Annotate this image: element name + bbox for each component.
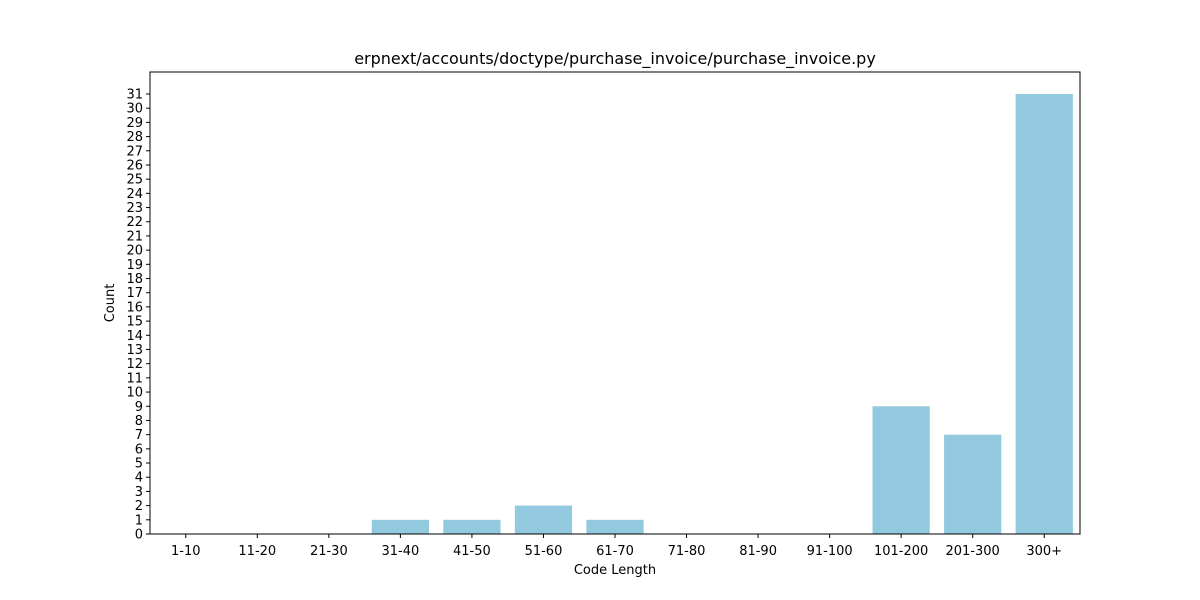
y-tick-label: 8 <box>135 414 143 429</box>
y-tick-label: 28 <box>126 130 143 145</box>
y-tick-label: 10 <box>126 386 143 401</box>
x-tick-label: 61-70 <box>596 544 634 559</box>
y-tick-label: 22 <box>126 215 143 230</box>
y-tick-label: 27 <box>126 144 143 159</box>
y-tick-label: 6 <box>135 442 143 457</box>
bar-61-70 <box>586 519 644 534</box>
y-tick-label: 12 <box>126 357 143 372</box>
x-tick-label: 300+ <box>1026 544 1062 559</box>
y-tick-label: 4 <box>135 471 143 486</box>
bar-101-200 <box>872 406 930 534</box>
y-tick-label: 1 <box>135 513 143 528</box>
y-tick-label: 21 <box>126 229 143 244</box>
y-tick-label: 13 <box>126 343 143 358</box>
y-tick-label: 30 <box>126 102 143 117</box>
y-tick-label: 18 <box>126 272 143 287</box>
y-tick-label: 2 <box>135 499 143 514</box>
x-tick-label: 51-60 <box>525 544 563 559</box>
x-axis: 1-10 11-20 21-30 31-40 41-50 51-60 61-70 71-80 8… <box>171 534 1062 559</box>
y-tick-label: 31 <box>126 88 143 103</box>
x-tick-label: 101-200 <box>874 544 928 559</box>
x-tick-label: 91-100 <box>807 544 853 559</box>
x-tick-label: 201-300 <box>946 544 1000 559</box>
x-tick-label: 81-90 <box>739 544 777 559</box>
x-tick-label: 41-50 <box>453 544 491 559</box>
y-tick-label: 25 <box>126 173 143 188</box>
y-tick-label: 14 <box>126 329 143 344</box>
y-tick-label: 26 <box>126 158 143 173</box>
y-tick-label: 19 <box>126 258 143 273</box>
y-tick-label: 5 <box>135 457 143 472</box>
y-tick-label: 0 <box>135 528 143 543</box>
y-tick-label: 23 <box>126 201 143 216</box>
x-tick-label: 71-80 <box>668 544 706 559</box>
y-tick-label: 24 <box>126 187 143 202</box>
y-tick-label: 16 <box>126 300 143 315</box>
y-tick-label: 7 <box>135 428 143 443</box>
y-tick-label: 9 <box>135 400 143 415</box>
y-axis-title: Count <box>103 284 118 323</box>
bar-51-60 <box>514 505 573 534</box>
bar-41-50 <box>443 519 501 534</box>
y-tick-label: 3 <box>135 485 143 500</box>
plot-frame <box>149 71 1081 535</box>
bar-201-300 <box>944 434 1002 534</box>
x-tick-label: 31-40 <box>381 544 419 559</box>
bar-300+ <box>1015 94 1073 534</box>
chart-title: erpnext/accounts/doctype/purchase_invoic… <box>354 49 876 69</box>
y-tick-label: 11 <box>126 371 143 386</box>
x-axis-title: Code Length <box>574 563 656 578</box>
bars-layer <box>371 94 1073 534</box>
x-tick-label: 1-10 <box>171 544 201 559</box>
y-tick-label: 15 <box>126 315 143 330</box>
x-tick-label: 11-20 <box>238 544 276 559</box>
y-tick-label: 17 <box>126 286 143 301</box>
y-tick-label: 29 <box>126 116 143 131</box>
y-tick-label: 20 <box>126 244 143 259</box>
bar-31-40 <box>371 519 429 534</box>
x-tick-label: 21-30 <box>310 544 348 559</box>
y-axis: 0123456789101112131415161718192021222324… <box>126 88 150 543</box>
